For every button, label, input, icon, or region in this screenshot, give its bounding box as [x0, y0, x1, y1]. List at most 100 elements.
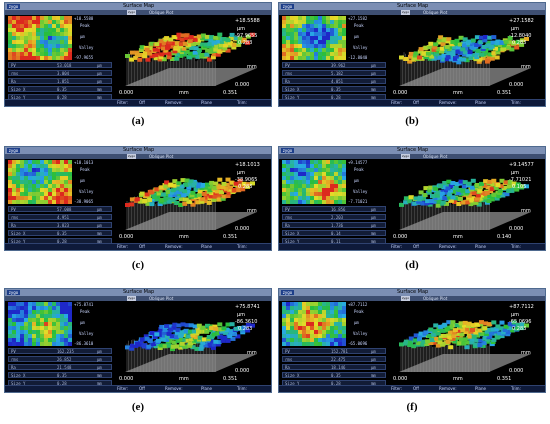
remove-value[interactable]: Plane — [475, 244, 486, 249]
filter-value[interactable]: Off — [139, 386, 145, 391]
legend-unit-label: µm — [354, 320, 359, 325]
figure-caption: (f) — [406, 401, 418, 413]
stat-label: Ra — [11, 223, 16, 228]
oblique-plot-svg — [125, 177, 257, 230]
stat-unit: µm — [97, 79, 102, 84]
legend-peak-label: Peak — [80, 309, 90, 314]
plot-x-start: 0.000 — [119, 376, 134, 382]
stat-value: 0.28 — [57, 239, 67, 244]
stat-row: rms 22.475 µm — [282, 356, 386, 362]
window-title: Surface Map — [397, 147, 429, 153]
stat-unit: mm — [371, 95, 376, 100]
figure-caption: (d) — [405, 259, 419, 271]
stat-label: Size X — [11, 231, 26, 236]
stat-unit: µm — [371, 357, 376, 362]
zygo-logo-small: zygo — [127, 10, 136, 15]
window-title: Surface Map — [123, 147, 155, 153]
stat-unit: µm — [371, 79, 376, 84]
stat-value: 0.35 — [331, 87, 341, 92]
stat-value: 162.235 — [57, 349, 74, 354]
stat-label: Size Y — [285, 95, 300, 100]
filter-value[interactable]: Off — [413, 386, 419, 391]
plot-axis-unit-right: mm — [247, 208, 257, 214]
legend-peak-label: Peak — [354, 309, 364, 314]
surface-map-window: zygo Surface Map zygo Oblique Plot +27.1… — [278, 2, 546, 107]
oblique-plot-svg — [399, 320, 531, 372]
remove-label: Remove: — [439, 100, 457, 105]
stat-unit: µm — [371, 207, 376, 212]
plot-y-size: 0.105 — [512, 184, 527, 190]
plot-unit: µm — [237, 26, 246, 32]
plot-title-bar: zygo Oblique Plot — [5, 296, 271, 301]
stat-value: 0.14 — [331, 231, 341, 236]
statistics-table: PV 162.235 µm rms 26.852 µm Ra 21.548 µm Si… — [8, 348, 112, 388]
figure-caption: (b) — [405, 115, 419, 127]
stat-unit: µm — [371, 365, 376, 370]
oblique-plot-svg — [125, 322, 257, 372]
stat-label: rms — [285, 71, 293, 76]
stat-label: Size X — [285, 231, 300, 236]
plot-title-bar: zygo Oblique Plot — [279, 296, 545, 301]
remove-value[interactable]: Plane — [475, 386, 486, 391]
stat-unit: mm — [371, 373, 376, 378]
oblique-plot-svg — [399, 35, 531, 86]
zygo-logo: zygo — [281, 290, 294, 295]
stat-unit: µm — [97, 349, 102, 354]
plot-max-value: +18.1013 — [235, 162, 260, 168]
legend-peak-label: Peak — [80, 167, 90, 172]
remove-value[interactable]: Plane — [475, 100, 486, 105]
plot-x-end: 0.140 — [497, 234, 512, 240]
plot-base — [399, 68, 531, 86]
stat-unit: µm — [371, 71, 376, 76]
filter-value[interactable]: Off — [139, 244, 145, 249]
remove-value[interactable]: Plane — [201, 100, 212, 105]
title-bar: zygo Surface Map — [5, 3, 271, 10]
surface-map-window: zygo Surface Map zygo Oblique Plot +9.14… — [278, 146, 546, 251]
plot-unit: µm — [237, 170, 246, 176]
stat-unit: µm — [97, 71, 102, 76]
plot-x-start: 0.000 — [393, 376, 408, 382]
stat-unit: µm — [97, 207, 102, 212]
plot-y-size: 0.283 — [512, 40, 527, 46]
stat-value: 22.475 — [331, 357, 346, 362]
trim-label: Trim: — [511, 244, 521, 249]
plot-max-value: +27.1582 — [509, 18, 534, 24]
plot-y-size: 0.283 — [238, 184, 253, 190]
stat-value: 0.35 — [331, 373, 341, 378]
legend-top-value: +18.5588 — [74, 16, 94, 21]
title-bar: zygo Surface Map — [5, 289, 271, 296]
title-bar: zygo Surface Map — [5, 147, 271, 154]
plot-min-value: -65.0696 — [509, 319, 532, 325]
stat-label: rms — [285, 357, 293, 362]
legend-valley-label: Valley — [353, 45, 368, 50]
filter-label: Filter: — [117, 386, 129, 391]
legend-unit-label: µm — [354, 34, 359, 39]
stat-unit: mm — [97, 239, 102, 244]
stat-label: PV — [11, 63, 16, 68]
stat-unit: mm — [371, 231, 376, 236]
plot-title-bar: zygo Oblique Plot — [5, 10, 271, 15]
figure-caption: (c) — [131, 259, 145, 271]
legend-bottom-value: -38.9065 — [74, 199, 94, 204]
remove-label: Remove: — [165, 244, 183, 249]
plot-y-corner: 0.000 — [235, 368, 250, 374]
plot-title-bar: zygo Oblique Plot — [5, 154, 271, 159]
legend-peak-label: Peak — [354, 23, 364, 28]
stat-row: Ra 18.146 µm — [282, 364, 386, 370]
filter-value[interactable]: Off — [413, 244, 419, 249]
plot-axis-unit-right: mm — [247, 64, 257, 70]
stat-value: 4.051 — [331, 79, 344, 84]
stat-value: 4.951 — [57, 215, 70, 220]
plot-unit: µm — [237, 312, 246, 318]
stat-label: Size Y — [11, 381, 26, 386]
filter-label: Filter: — [391, 244, 403, 249]
filter-value[interactable]: Off — [413, 100, 419, 105]
filter-value[interactable]: Off — [139, 100, 145, 105]
remove-value[interactable]: Plane — [201, 386, 212, 391]
zygo-logo: zygo — [281, 148, 294, 153]
figure-caption: (e) — [131, 401, 145, 413]
plot-min-value: -12.8040 — [509, 33, 532, 39]
remove-value[interactable]: Plane — [201, 244, 212, 249]
stat-unit: µm — [371, 215, 376, 220]
stat-row: Ra 1.736 µm — [282, 222, 386, 228]
